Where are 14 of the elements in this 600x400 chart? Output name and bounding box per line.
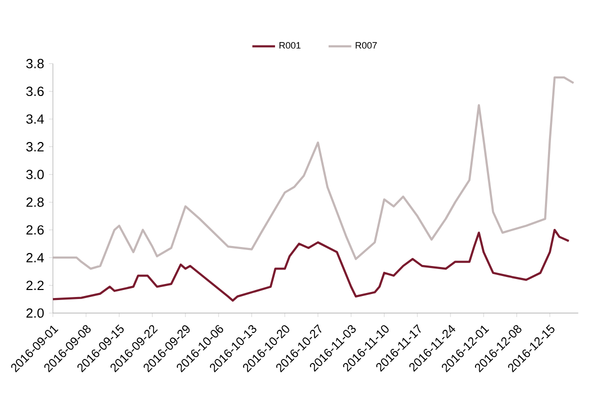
line-series: [52, 228, 570, 302]
y-tick-label: 3.0: [26, 170, 44, 180]
y-tick-label: 2.8: [26, 197, 44, 207]
line-series: [52, 76, 575, 270]
y-tick-label: 3.6: [26, 86, 44, 96]
legend-label: R001: [280, 42, 301, 49]
y-tick-label: 3.2: [26, 142, 44, 152]
y-tick-label: 3.8: [26, 58, 44, 68]
y-tick-label: 2.4: [26, 252, 44, 262]
y-tick-label: 2.0: [26, 308, 44, 318]
y-tick-label: 2.2: [26, 280, 44, 290]
y-tick-label: 2.6: [26, 225, 44, 235]
y-tick-label: 3.4: [26, 114, 44, 124]
legend-label: R007: [356, 42, 377, 49]
